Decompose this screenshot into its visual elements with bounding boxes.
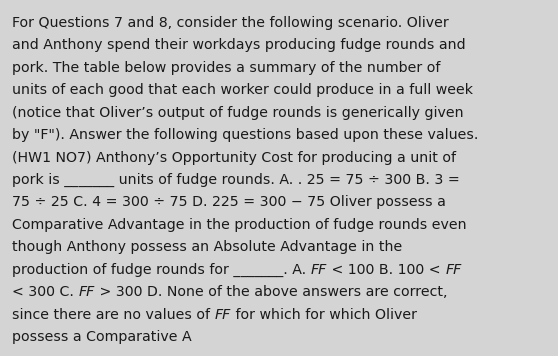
Text: production of fudge rounds for _______. A.: production of fudge rounds for _______. … [12,263,311,277]
Text: for which for which Oliver: for which for which Oliver [231,308,417,321]
Text: FF: FF [215,308,231,321]
Text: 75 ÷ 25 C. 4 = 300 ÷ 75 D. 225 = 300 − 75 Oliver possess a: 75 ÷ 25 C. 4 = 300 ÷ 75 D. 225 = 300 − 7… [12,195,446,209]
Text: FF: FF [79,285,95,299]
Text: since there are no values of: since there are no values of [12,308,215,321]
Text: FF: FF [445,263,461,277]
Text: < 100 B. 100 <: < 100 B. 100 < [327,263,445,277]
Text: pork is _______ units of fudge rounds. A. . 25 = 75 ÷ 300 B. 3 =: pork is _______ units of fudge rounds. A… [12,173,460,187]
Text: though Anthony possess an Absolute Advantage in the: though Anthony possess an Absolute Advan… [12,240,402,254]
Text: < 300 C.: < 300 C. [12,285,79,299]
Text: units of each good that each worker could produce in a full week: units of each good that each worker coul… [12,83,473,97]
Text: FF: FF [311,263,327,277]
Text: Comparative Advantage in the production of fudge rounds even: Comparative Advantage in the production … [12,218,467,232]
Text: possess a Comparative A: possess a Comparative A [12,330,192,344]
Text: and Anthony spend their workdays producing fudge rounds and: and Anthony spend their workdays produci… [12,38,466,52]
Text: > 300 D. None of the above answers are correct,: > 300 D. None of the above answers are c… [95,285,448,299]
Text: (notice that Oliver’s output of fudge rounds is generically given: (notice that Oliver’s output of fudge ro… [12,106,464,120]
Text: For Questions 7 and 8, consider the following scenario. Oliver: For Questions 7 and 8, consider the foll… [12,16,449,30]
Text: pork. The table below provides a summary of the number of: pork. The table below provides a summary… [12,61,441,75]
Text: by "F"). Answer the following questions based upon these values.: by "F"). Answer the following questions … [12,128,479,142]
Text: (HW1 NO7) Anthony’s Opportunity Cost for producing a unit of: (HW1 NO7) Anthony’s Opportunity Cost for… [12,151,456,164]
